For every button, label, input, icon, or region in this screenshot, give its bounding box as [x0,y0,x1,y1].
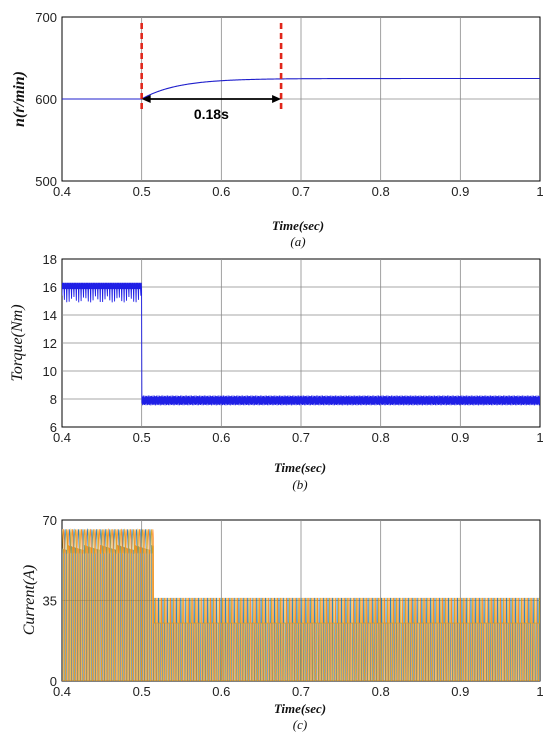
y-tick-label: 500 [35,174,57,189]
series-torque [62,282,540,406]
x-tick-label: 0.9 [451,684,469,699]
arrow-head-right [272,95,282,103]
x-tick-label: 0.4 [53,430,71,445]
caption: (c) [293,717,307,732]
caption: (a) [290,234,305,249]
y-tick-label: 0 [50,674,57,689]
x-tick-label: 0.4 [53,684,71,699]
y-tick-label: 16 [43,280,57,295]
x-tick-label: 0.6 [212,684,230,699]
y-tick-label: 35 [43,594,57,609]
x-tick-label: 0.8 [372,684,390,699]
x-tick-label: 0.6 [212,184,230,199]
y-axis-label: Torque(Nm) [9,304,26,381]
x-axis-label: Time(sec) [274,701,326,716]
caption: (b) [292,477,307,492]
chart-current: 0.4 0.5 0.6 0.7 0.8 0.9 1 0 35 70 Current(A) Time… [21,513,544,732]
tick-labels: 0.4 0.5 0.6 0.7 0.8 0.9 1 500 600 700 [35,10,543,199]
x-tick-label: 0.8 [372,430,390,445]
y-tick-label: 14 [43,308,57,323]
x-tick-label: 0.5 [133,684,151,699]
x-tick-label: 1 [536,684,543,699]
x-tick-label: 0.8 [372,184,390,199]
current-phase-line [62,528,540,681]
interval-label: 0.18s [194,106,229,122]
x-tick-label: 0.6 [212,430,230,445]
x-tick-label: 0.7 [292,430,310,445]
y-tick-label: 8 [50,392,57,407]
y-tick-label: 18 [43,252,57,267]
x-tick-label: 0.4 [53,184,71,199]
y-tick-label: 6 [50,420,57,435]
y-tick-label: 70 [43,513,57,528]
current-phase-line [62,528,540,681]
x-tick-label: 1 [536,184,543,199]
x-tick-label: 0.9 [451,430,469,445]
x-axis-label: Time(sec) [272,218,324,233]
y-axis-label: n(r/min) [11,71,28,127]
x-tick-label: 0.9 [451,184,469,199]
y-tick-label: 600 [35,92,57,107]
annotation-group: 0.18s [140,23,283,122]
y-tick-label: 12 [43,336,57,351]
x-tick-label: 0.5 [133,430,151,445]
x-tick-label: 0.7 [292,684,310,699]
series-current [62,528,540,681]
y-axis-label: Current(A) [21,565,38,636]
chart-speed: 0.4 0.5 0.6 0.7 0.8 0.9 1 500 600 700 0.18s n(r/m… [11,10,544,249]
arrow-head-left [141,95,151,103]
y-tick-label: 700 [35,10,57,25]
y-tick-label: 10 [43,364,57,379]
x-tick-label: 0.5 [133,184,151,199]
torque-line [62,282,540,406]
tick-labels: 0.4 0.5 0.6 0.7 0.8 0.9 1 0 35 70 [43,513,544,699]
x-axis-label: Time(sec) [274,460,326,475]
x-tick-label: 1 [536,430,543,445]
x-tick-label: 0.7 [292,184,310,199]
